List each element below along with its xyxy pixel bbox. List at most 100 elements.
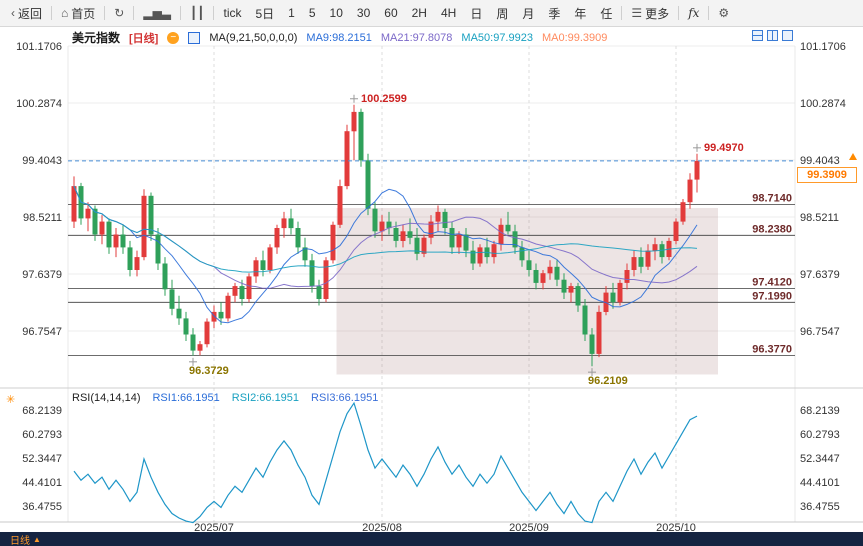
candle[interactable]: [435, 211, 441, 222]
period-day-button[interactable]: 日: [463, 2, 489, 24]
refresh-button[interactable]: ↻: [107, 2, 131, 24]
candle[interactable]: [379, 221, 385, 232]
candle[interactable]: [162, 263, 168, 290]
candle[interactable]: [596, 311, 602, 354]
candle[interactable]: [85, 208, 91, 219]
candle[interactable]: [365, 160, 371, 209]
candle[interactable]: [246, 276, 252, 299]
candle[interactable]: [575, 286, 581, 306]
candle[interactable]: [169, 289, 175, 309]
bottom-period-selector[interactable]: 日线: [10, 535, 30, 546]
collapse-legend-icon[interactable]: −: [167, 31, 180, 44]
split-vertical-icon[interactable]: [767, 30, 778, 41]
home-button[interactable]: ⌂ 首页: [54, 2, 102, 24]
candle[interactable]: [561, 279, 567, 293]
split-horizontal-icon[interactable]: [752, 30, 763, 41]
candle[interactable]: [134, 257, 140, 270]
candle[interactable]: [645, 250, 651, 267]
candle[interactable]: [505, 224, 511, 232]
candle[interactable]: [183, 318, 189, 335]
candle[interactable]: [295, 228, 301, 248]
candle[interactable]: [316, 286, 322, 299]
period-60min-button[interactable]: 60: [377, 2, 404, 24]
candle[interactable]: [274, 228, 280, 248]
period-1min-button[interactable]: 1: [281, 2, 302, 24]
candle[interactable]: [470, 250, 476, 264]
candle[interactable]: [519, 247, 525, 261]
candle[interactable]: [337, 186, 343, 225]
candle[interactable]: [673, 221, 679, 241]
candle[interactable]: [498, 224, 504, 245]
candle[interactable]: [204, 321, 210, 345]
candle[interactable]: [680, 202, 686, 222]
candle[interactable]: [547, 266, 553, 274]
candle[interactable]: [456, 234, 462, 248]
candle[interactable]: [106, 221, 112, 248]
candle[interactable]: [218, 311, 224, 319]
period-2h-button[interactable]: 2H: [405, 2, 434, 24]
candle[interactable]: [428, 221, 434, 238]
candle[interactable]: [281, 218, 287, 229]
period-quarter-button[interactable]: 季: [541, 2, 567, 24]
candle[interactable]: [617, 282, 623, 303]
candle[interactable]: [239, 286, 245, 299]
candle[interactable]: [232, 286, 238, 296]
period-custom-button[interactable]: 任: [593, 2, 619, 24]
period-up-icon[interactable]: ▲: [33, 534, 41, 544]
candle[interactable]: [449, 228, 455, 248]
candle[interactable]: [421, 237, 427, 254]
candle[interactable]: [288, 218, 294, 229]
candle[interactable]: [540, 273, 546, 283]
candle[interactable]: [330, 224, 336, 261]
candle[interactable]: [267, 247, 273, 270]
period-tick-button[interactable]: tick: [216, 2, 248, 24]
candle[interactable]: [211, 311, 217, 322]
candle[interactable]: [351, 111, 357, 132]
candle[interactable]: [372, 208, 378, 232]
candle[interactable]: [127, 247, 133, 270]
candle[interactable]: [344, 131, 350, 187]
period-5day-button[interactable]: 5日: [248, 2, 281, 24]
candle[interactable]: [260, 260, 266, 270]
candle[interactable]: [407, 231, 413, 238]
period-4h-button[interactable]: 4H: [434, 2, 463, 24]
period-5min-button[interactable]: 5: [302, 2, 323, 24]
period-month-button[interactable]: 月: [515, 2, 541, 24]
candle[interactable]: [253, 260, 259, 277]
candle[interactable]: [554, 266, 560, 280]
candle[interactable]: [358, 111, 364, 161]
candle[interactable]: [491, 244, 497, 258]
candle[interactable]: [694, 160, 700, 180]
period-10min-button[interactable]: 10: [323, 2, 350, 24]
period-week-button[interactable]: 周: [489, 2, 515, 24]
candle[interactable]: [190, 334, 196, 351]
candle[interactable]: [386, 221, 392, 229]
bar-chart-button[interactable]: ▂▅▃: [136, 2, 178, 24]
candle[interactable]: [582, 305, 588, 335]
kline-chart-button[interactable]: ┃┃: [183, 2, 211, 24]
candle[interactable]: [526, 260, 532, 270]
candle[interactable]: [141, 195, 147, 258]
candle[interactable]: [197, 344, 203, 351]
candle[interactable]: [309, 260, 315, 287]
candle[interactable]: [323, 260, 329, 299]
candle[interactable]: [113, 234, 119, 248]
more-button[interactable]: ☰ 更多: [624, 2, 676, 24]
candle[interactable]: [99, 221, 105, 235]
candle[interactable]: [568, 286, 574, 293]
settings-button[interactable]: ⚙: [711, 2, 736, 24]
candle[interactable]: [512, 231, 518, 248]
candle[interactable]: [155, 234, 161, 264]
ma-indicator-icon[interactable]: [188, 31, 201, 44]
rsi-indicator-icon[interactable]: ✳: [6, 394, 16, 406]
candle[interactable]: [687, 179, 693, 203]
candle[interactable]: [477, 247, 483, 264]
candle[interactable]: [589, 334, 595, 354]
candle[interactable]: [638, 257, 644, 267]
candle[interactable]: [533, 270, 539, 283]
latest-price-arrow-icon[interactable]: [849, 153, 857, 160]
candle[interactable]: [400, 231, 406, 241]
candle[interactable]: [302, 247, 308, 261]
candle[interactable]: [414, 237, 420, 254]
